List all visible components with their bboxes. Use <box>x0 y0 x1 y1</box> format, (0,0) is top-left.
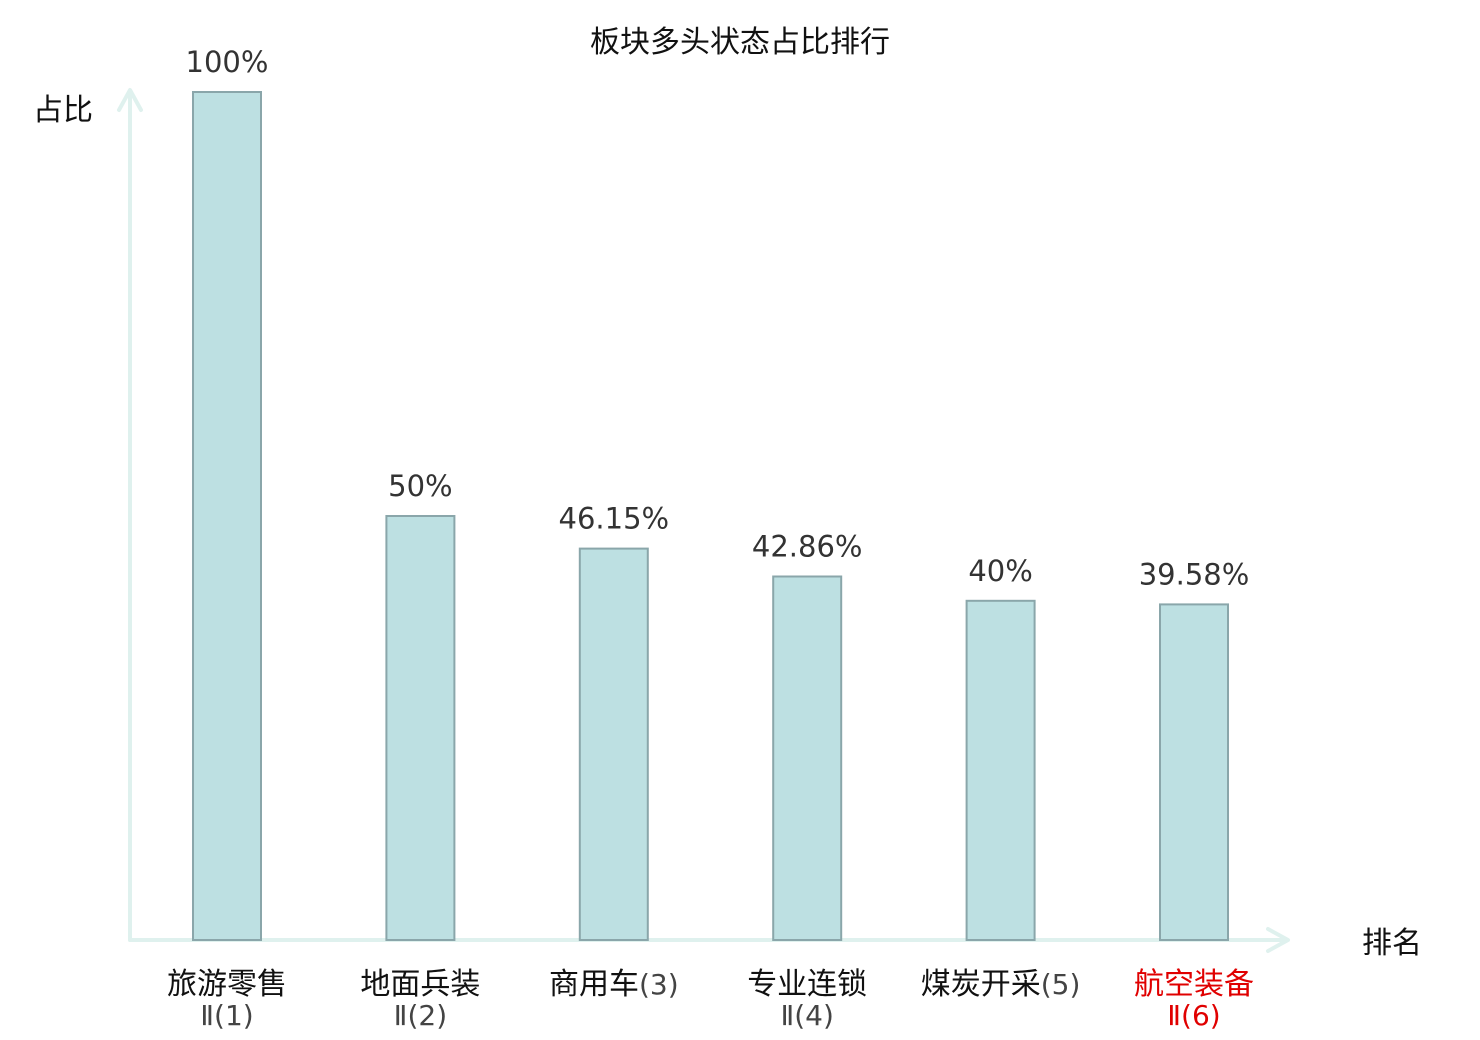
y-axis-arrow-icon <box>117 88 143 112</box>
value-label-6: 39.58% <box>1139 557 1250 591</box>
category-label-2: 地面兵装 <box>360 967 480 1002</box>
x-axis-arrow-icon <box>1266 927 1290 953</box>
value-label-5: 40% <box>968 554 1032 588</box>
category-label-4: 专业连锁 <box>747 967 867 1002</box>
y-axis-label: 占比 <box>33 93 93 128</box>
bar-1 <box>192 91 262 941</box>
value-labels-group: 100% 50% 46.15% 42.86% 40% 39.58% <box>186 45 1250 591</box>
category-rank-label-6: Ⅱ(6) <box>1167 999 1220 1032</box>
category-rank-label-2: Ⅱ(2) <box>394 999 447 1032</box>
value-label-1: 100% <box>186 45 269 79</box>
category-rank-label-1: Ⅱ(1) <box>200 999 253 1032</box>
bar-4 <box>772 575 843 941</box>
category-label-3: 商用车(3) <box>549 967 679 1002</box>
bar-6 <box>1159 603 1229 942</box>
value-label-4: 42.86% <box>752 530 863 564</box>
bars-group <box>192 91 1229 942</box>
bar-2 <box>385 515 456 941</box>
category-label-6: 航空装备 <box>1134 967 1254 1002</box>
category-rank-label-4: Ⅱ(4) <box>780 999 833 1032</box>
value-label-3: 46.15% <box>559 502 670 536</box>
bar-3 <box>578 547 649 941</box>
chart-title: 板块多头状态占比排行 <box>590 25 890 60</box>
bar-5 <box>965 599 1036 941</box>
x-axis-label: 排名 <box>1362 926 1422 961</box>
value-label-2: 50% <box>388 469 452 503</box>
category-label-1: 旅游零售 <box>167 967 287 1002</box>
category-label-5: 煤炭开采(5) <box>921 967 1081 1002</box>
